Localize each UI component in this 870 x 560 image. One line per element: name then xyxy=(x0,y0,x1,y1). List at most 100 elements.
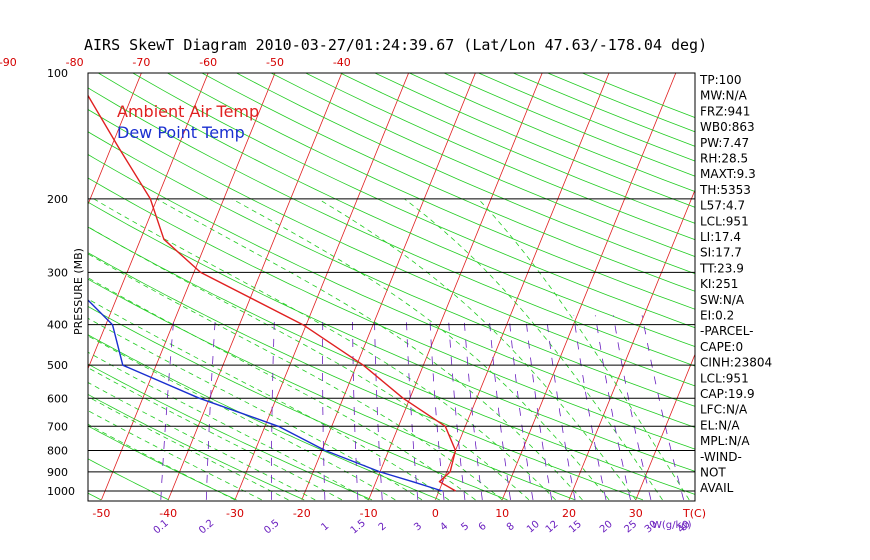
index-entry: -WIND- xyxy=(700,450,742,464)
top-temperature-ticks: -120-110-100-90-80-70-60-50-40 xyxy=(0,56,351,69)
mixing-ratio-unit-label: W(g/kg) xyxy=(652,520,692,531)
y-axis-label: PRESSURE (MB) xyxy=(72,248,85,335)
dry-adiabat-line xyxy=(97,73,695,347)
mixing-ratio-line xyxy=(374,315,383,500)
moist-adiabat-line xyxy=(88,382,316,501)
index-entry: TT:23.9 xyxy=(699,261,744,275)
dry-adiabat-line xyxy=(88,109,695,387)
isotherm-line xyxy=(88,73,142,206)
pressure-tick-label: 1000 xyxy=(47,485,75,498)
moist-adiabat-line xyxy=(88,298,450,501)
mixing-ratio-line xyxy=(447,315,466,500)
moist-adiabat-line xyxy=(93,198,556,501)
top-temp-tick: -60 xyxy=(199,56,217,69)
mixing-ratio-tick: 2 xyxy=(377,521,389,534)
moist-adiabat-line xyxy=(88,277,476,501)
index-entry: LFC:N/A xyxy=(700,403,748,417)
dry-adiabat-lines xyxy=(88,73,695,501)
index-entry: LCL:951 xyxy=(700,214,749,228)
profile-series xyxy=(88,94,457,492)
bottom-temp-tick: 20 xyxy=(562,507,576,520)
moist-adiabat-line xyxy=(88,423,236,501)
dry-adiabat-line xyxy=(88,305,508,501)
pressure-tick-labels: 100 200 300 400 500 600 700 800 900 1000 xyxy=(47,67,75,498)
bottom-temp-tick: -20 xyxy=(293,507,311,520)
dry-adiabat-line xyxy=(88,252,644,501)
isotherm-line xyxy=(501,73,677,501)
bottom-temp-tick: 0 xyxy=(432,507,439,520)
dry-adiabat-line xyxy=(88,393,305,501)
mixing-ratio-tick: 1 xyxy=(319,521,331,534)
bottom-temp-tick: 10 xyxy=(495,507,509,520)
mixing-ratio-line xyxy=(508,315,534,500)
index-entry: -PARCEL- xyxy=(700,324,754,338)
mixing-ratio-tick: 20 xyxy=(598,519,615,536)
index-entry: NOT xyxy=(700,466,726,480)
isotherm-line xyxy=(88,73,209,370)
isotherm-line xyxy=(0,54,16,500)
moist-adiabat-line xyxy=(231,198,610,501)
dry-adiabat-line xyxy=(132,73,695,329)
isotherm-line xyxy=(435,73,610,501)
index-entry: EL:N/A xyxy=(700,418,740,432)
dry-adiabat-line xyxy=(88,177,695,450)
mixing-ratio-tick: 5 xyxy=(459,521,471,534)
moist-adiabat-line xyxy=(156,198,583,501)
bottom-temperature-ticks: -50 -40 -30 -20 -10 0 10 20 30 xyxy=(92,507,642,520)
mixing-ratio-tick: 0.5 xyxy=(262,518,281,537)
plot-frame xyxy=(87,72,696,502)
moist-adiabat-line xyxy=(88,351,369,501)
dry-adiabat-line xyxy=(339,73,695,224)
mixing-ratio-line xyxy=(405,315,419,500)
mixing-ratio-ticks: 0.1 0.2 0.5 1 1.5 2 3 4 5 6 8 10 12 15 20 25 30 40 xyxy=(152,518,693,537)
moist-adiabat-lines xyxy=(88,198,690,501)
mixing-ratio-tick: 3 xyxy=(412,521,424,534)
top-temp-tick: -50 xyxy=(266,56,284,69)
isotherm-line xyxy=(167,73,343,501)
dry-adiabat-line xyxy=(477,73,695,162)
isotherm-line xyxy=(301,73,476,501)
isotherm-line xyxy=(568,188,695,501)
index-entry: FRZ:941 xyxy=(700,104,750,118)
isotherm-line xyxy=(234,73,410,501)
dry-adiabat-line xyxy=(443,73,695,177)
moist-adiabat-line xyxy=(404,198,663,501)
bottom-temp-tick: -10 xyxy=(360,507,378,520)
mixing-ratio-line xyxy=(612,315,652,500)
legend-dew-point: Dew Point Temp xyxy=(117,123,245,142)
dry-adiabat-line xyxy=(304,73,695,241)
mixing-ratio-tick: 1.5 xyxy=(349,518,368,537)
dry-adiabat-line xyxy=(88,334,440,501)
pressure-tick-label: 500 xyxy=(47,359,68,372)
moist-adiabat-line xyxy=(88,410,262,501)
top-temp-tick: -40 xyxy=(333,56,351,69)
temperature-unit-label: T(C) xyxy=(682,507,706,520)
index-entry: AVAIL xyxy=(700,481,734,495)
isotherm-line xyxy=(635,353,695,501)
pressure-tick-label: 400 xyxy=(47,319,68,332)
mixing-ratio-line xyxy=(322,315,326,500)
bottom-temp-tick: 30 xyxy=(629,507,643,520)
index-entry: CAPE:0 xyxy=(700,340,743,354)
mixing-ratio-line xyxy=(352,315,359,500)
dry-adiabat-line xyxy=(88,363,373,501)
mixing-ratio-tick: 0.2 xyxy=(197,518,216,537)
mixing-ratio-line xyxy=(594,315,631,500)
index-entry: SW:N/A xyxy=(700,293,745,307)
dry-adiabat-line xyxy=(88,154,695,428)
chart-title: AIRS SkewT Diagram 2010-03-27/01:24:39.6… xyxy=(84,36,707,54)
index-entry: LCL:951 xyxy=(700,371,749,385)
mixing-ratio-tick: 6 xyxy=(477,521,489,534)
index-entry: RH:28.5 xyxy=(700,152,748,166)
isotherm-line xyxy=(101,73,276,501)
moist-adiabat-line xyxy=(88,396,289,501)
mixing-ratio-lines xyxy=(160,315,685,501)
moist-adiabat-line xyxy=(317,198,637,501)
index-entry: MPL:N/A xyxy=(700,434,750,448)
pressure-tick-label: 900 xyxy=(47,466,68,479)
mixing-ratio-line xyxy=(205,315,216,500)
mixing-ratio-tick: 12 xyxy=(544,519,561,536)
isotherm-line xyxy=(368,73,543,501)
